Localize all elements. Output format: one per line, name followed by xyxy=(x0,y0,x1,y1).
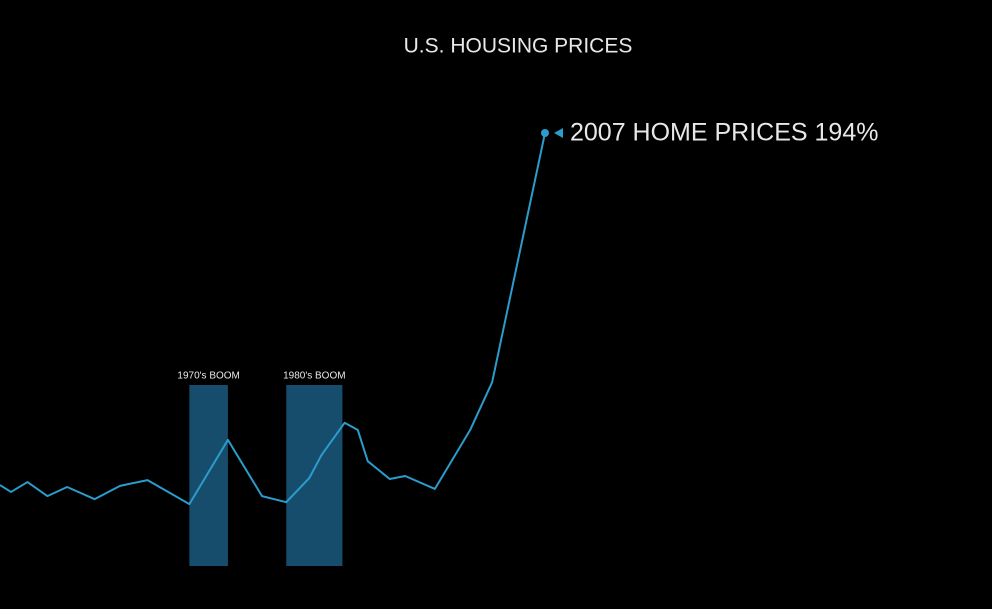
annotation-arrow xyxy=(554,128,563,138)
boom-band xyxy=(286,385,343,566)
bands: 1970's BOOM 1980's BOOM xyxy=(177,371,346,566)
plot: 2007 HOME PRICES 194% xyxy=(0,119,878,506)
price-line xyxy=(0,132,546,506)
chart-title: U.S. HOUSING PRICES xyxy=(404,35,633,58)
band-label: 1980's BOOM xyxy=(283,371,346,382)
annotation: 2007 HOME PRICES 194% xyxy=(570,119,878,147)
peak-marker xyxy=(541,129,549,137)
boom-band xyxy=(189,385,228,566)
band-label: 1970's BOOM xyxy=(177,371,240,382)
